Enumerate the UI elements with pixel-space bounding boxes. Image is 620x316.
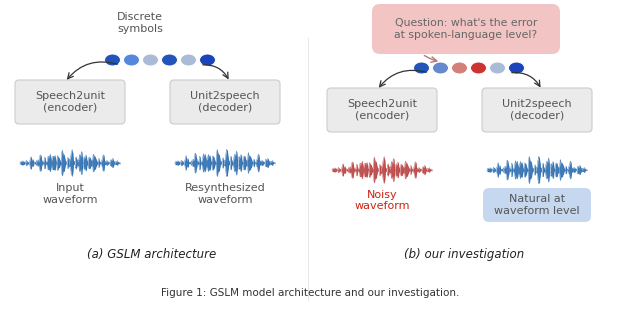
Ellipse shape — [433, 62, 448, 74]
Text: Resynthesized
waveform: Resynthesized waveform — [185, 183, 265, 204]
Text: Input
waveform: Input waveform — [42, 183, 98, 204]
Text: Unit2speech
(decoder): Unit2speech (decoder) — [502, 99, 572, 121]
Text: (b) our investigation: (b) our investigation — [404, 248, 524, 261]
Ellipse shape — [471, 62, 487, 74]
Text: Question: what's the error
at spoken-language level?: Question: what's the error at spoken-lan… — [394, 18, 538, 40]
Ellipse shape — [180, 54, 197, 66]
Ellipse shape — [451, 62, 467, 74]
Text: Figure 1: GSLM model architecture and our investigation.: Figure 1: GSLM model architecture and ou… — [161, 288, 459, 298]
FancyBboxPatch shape — [372, 4, 560, 54]
Ellipse shape — [105, 54, 120, 66]
FancyBboxPatch shape — [170, 80, 280, 124]
Text: waveform: waveform — [354, 201, 410, 211]
FancyBboxPatch shape — [15, 80, 125, 124]
Text: Discrete
symbols: Discrete symbols — [117, 12, 163, 33]
Ellipse shape — [490, 62, 505, 74]
Ellipse shape — [508, 62, 525, 74]
Ellipse shape — [414, 62, 430, 74]
FancyBboxPatch shape — [482, 88, 592, 132]
Text: Natural at
waveform level: Natural at waveform level — [494, 194, 580, 216]
FancyBboxPatch shape — [483, 188, 591, 222]
Ellipse shape — [161, 54, 177, 66]
Ellipse shape — [143, 54, 159, 66]
Text: (a) GSLM architecture: (a) GSLM architecture — [87, 248, 216, 261]
Ellipse shape — [123, 54, 140, 66]
Ellipse shape — [200, 54, 216, 66]
Text: Speech2unit
(encoder): Speech2unit (encoder) — [35, 91, 105, 113]
Text: Speech2unit
(encoder): Speech2unit (encoder) — [347, 99, 417, 121]
Text: Unit2speech
(decoder): Unit2speech (decoder) — [190, 91, 260, 113]
Text: Noisy: Noisy — [366, 190, 397, 200]
FancyBboxPatch shape — [327, 88, 437, 132]
